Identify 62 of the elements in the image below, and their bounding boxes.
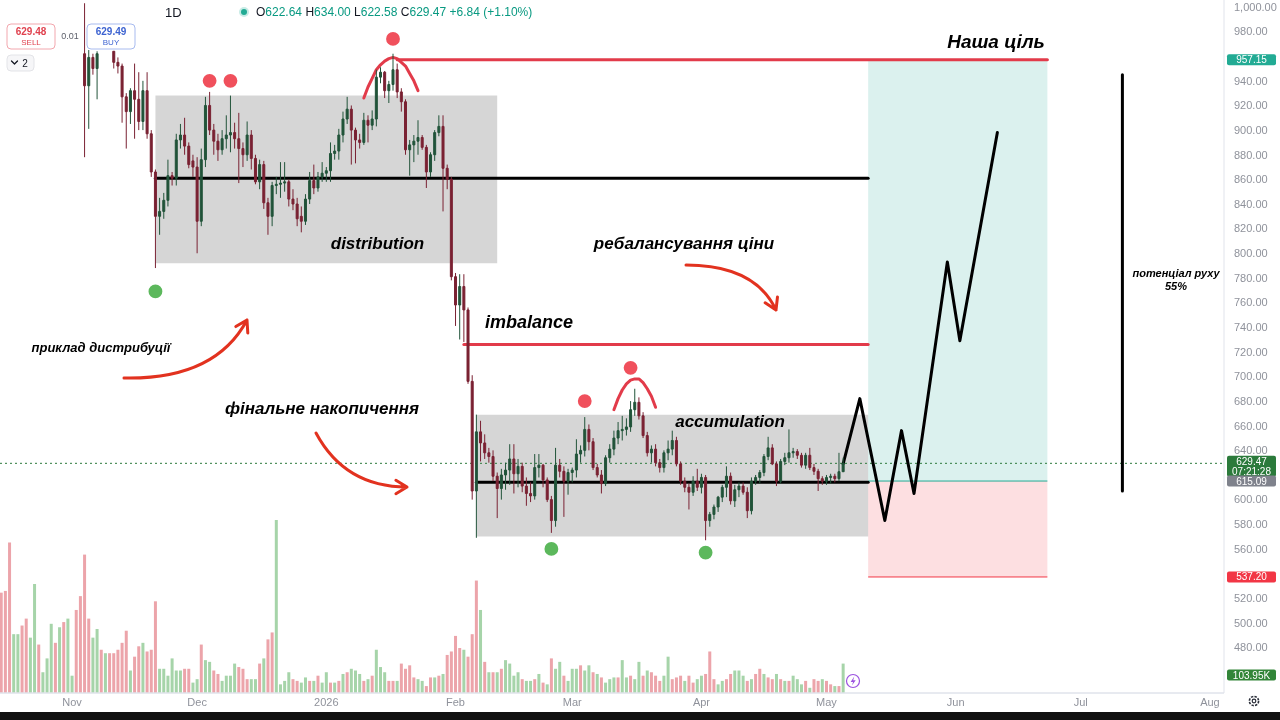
y-tick-label: 680.00 xyxy=(1234,394,1268,407)
annotation: приклад дистрибуції xyxy=(31,339,172,355)
price-tag: 957.15 xyxy=(1227,54,1276,66)
y-tick-label: 880.00 xyxy=(1234,148,1268,161)
chart-title: 1D xyxy=(165,4,182,20)
price-tag: 537.20 xyxy=(1227,571,1276,583)
sell-button: 629.48 SELL xyxy=(6,23,56,50)
y-tick-label: 840.00 xyxy=(1234,197,1268,210)
x-tick-label: Nov xyxy=(62,695,83,708)
y-tick-label: 740.00 xyxy=(1234,321,1268,334)
x-tick-label: Aug xyxy=(1200,695,1220,708)
y-tick-label: 860.00 xyxy=(1234,173,1268,186)
y-tick-label: 480.00 xyxy=(1234,641,1268,654)
x-tick-label: May xyxy=(816,695,838,708)
annotation: Наша ціль xyxy=(947,30,1045,52)
annotation: accumulation xyxy=(675,411,785,431)
y-tick-label: 1,000.00 xyxy=(1234,0,1277,13)
y-tick-label: 520.00 xyxy=(1234,592,1268,605)
y-tick-label: 600.00 xyxy=(1234,493,1268,506)
annotation: SELL xyxy=(21,37,42,47)
annotation: imbalance xyxy=(484,312,574,333)
annotation: 0.01 xyxy=(61,31,79,42)
y-tick-label: 560.00 xyxy=(1234,542,1268,555)
y-tick-label: 720.00 xyxy=(1234,345,1268,358)
annotation: 629.48 xyxy=(15,25,47,37)
y-tick-label: 780.00 xyxy=(1234,271,1268,284)
ref-line-label: 629.47 07:21:28 xyxy=(1232,455,1272,477)
buy-button: 629.49 BUY xyxy=(86,23,136,50)
y-tick-label: 660.00 xyxy=(1234,419,1268,432)
y-tick-label: 820.00 xyxy=(1234,222,1268,235)
y-tick-label: 760.00 xyxy=(1234,296,1268,309)
x-tick-label: Jul xyxy=(1073,695,1088,708)
annotation: distribution xyxy=(330,233,425,253)
price-tag: 629.47 07:21:28 xyxy=(1227,455,1276,477)
y-tick-label: 640.00 xyxy=(1234,444,1268,457)
y-tick-label: 615.09 xyxy=(1236,475,1268,487)
x-tick-label: Dec xyxy=(187,695,208,708)
y-tick-label: 580.00 xyxy=(1234,518,1268,531)
x-tick-label: Jun xyxy=(946,695,965,708)
price-tag: 103.95K xyxy=(1227,669,1276,681)
annotation: фінальне накопичення xyxy=(224,398,420,418)
x-tick-label: Mar xyxy=(562,695,583,708)
x-tick-label: Feb xyxy=(446,695,466,708)
y-tick-label: 900.00 xyxy=(1234,123,1268,136)
x-tick-label: 2026 xyxy=(314,695,339,708)
y-tick-label: 980.00 xyxy=(1234,25,1268,38)
y-tick-label: 800.00 xyxy=(1234,247,1268,260)
y-tick-label: 700.00 xyxy=(1234,370,1268,383)
y-tick-label: 957.15 xyxy=(1236,54,1268,66)
annotation: BUY xyxy=(102,37,120,47)
x-tick-label: Apr xyxy=(692,695,711,708)
price-tag: 615.09 xyxy=(1227,475,1276,487)
y-tick-label: 920.00 xyxy=(1234,99,1268,112)
annotation: ребалансування ціни xyxy=(592,233,775,253)
annotation: потенціал руху 55% xyxy=(1132,267,1221,293)
text: O622.64 H634.00 L622.58 C629.47 +6.84 (+1.10%) xyxy=(256,5,533,20)
annotation: 629.49 xyxy=(95,25,127,37)
annotation: 2 xyxy=(22,57,29,69)
y-tick-label: 500.00 xyxy=(1234,616,1268,629)
y-tick-label: 940.00 xyxy=(1234,74,1268,87)
quantity-dropdown: 2 xyxy=(6,54,35,72)
y-tick-label: 537.20 xyxy=(1236,571,1268,583)
